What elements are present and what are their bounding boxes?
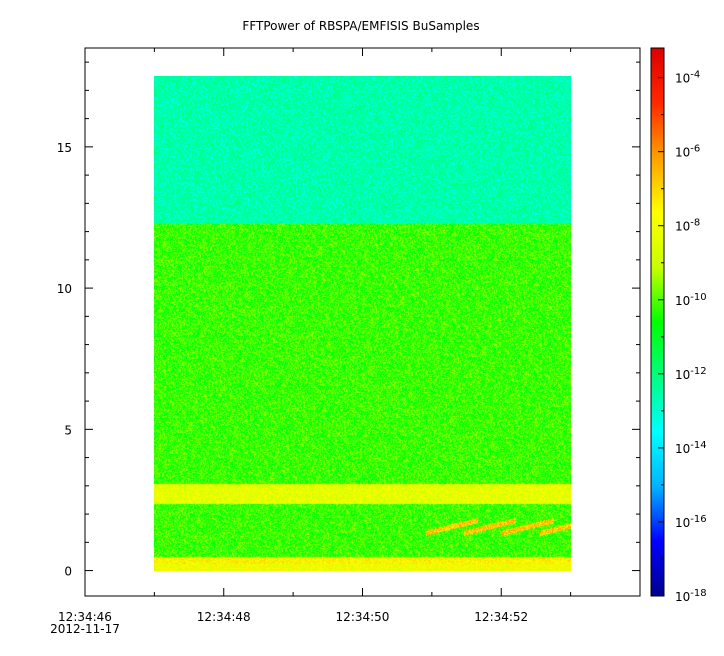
plot-area	[154, 76, 571, 571]
x-tick-label: 12:34:46	[58, 610, 112, 624]
colorbar-tick-label: 10-18	[675, 588, 707, 604]
colorbar-tick-exponent: -14	[690, 440, 706, 451]
colorbar-tick-exponent: -8	[690, 218, 700, 229]
colorbar-tick-label: 10-10	[675, 292, 707, 308]
colorbar-tick-exponent: -18	[690, 588, 706, 599]
x-tick-label: 12:34:50	[336, 610, 390, 624]
colorbar-tick-base: 10	[675, 72, 690, 86]
colorbar-tick-exponent: -16	[690, 514, 706, 525]
y-tick-label: 0	[64, 565, 72, 579]
colorbar-tick-label: 10-8	[675, 218, 700, 234]
y-tick-label: 10	[57, 282, 72, 296]
colorbar-tick-base: 10	[675, 146, 690, 160]
x-tick-label: 12:34:52	[474, 610, 528, 624]
colorbar-tick-base: 10	[675, 516, 690, 530]
colorbar-tick-label: 10-12	[675, 366, 707, 382]
spectrogram-image	[154, 76, 571, 571]
colorbar-tick-base: 10	[675, 294, 690, 308]
colorbar-tick-exponent: -4	[690, 70, 700, 81]
x-tick-date-label: 2012-11-17	[50, 622, 120, 636]
colorbar-tick-base: 10	[675, 590, 690, 604]
colorbar-tick-label: 10-14	[675, 440, 707, 456]
colorbar-tick-label: 10-6	[675, 144, 700, 160]
colorbar-tick-exponent: -6	[690, 144, 700, 155]
colorbar-tick-label: 10-16	[675, 514, 707, 530]
x-tick-label: 12:34:48	[197, 610, 251, 624]
colorbar-tick-base: 10	[675, 220, 690, 234]
colorbar-tick-base: 10	[675, 442, 690, 456]
colorbar-tick-base: 10	[675, 368, 690, 382]
colorbar-tick-exponent: -10	[690, 292, 706, 303]
y-tick-label: 15	[57, 141, 72, 155]
colorbar-tick-exponent: -12	[690, 366, 706, 377]
y-tick-label: 5	[64, 423, 72, 437]
colorbar-gradient	[650, 47, 665, 597]
chart-title: FFTPower of RBSPA/EMFISIS BuSamples	[242, 19, 479, 33]
colorbar-tick-label: 10-4	[675, 70, 700, 86]
